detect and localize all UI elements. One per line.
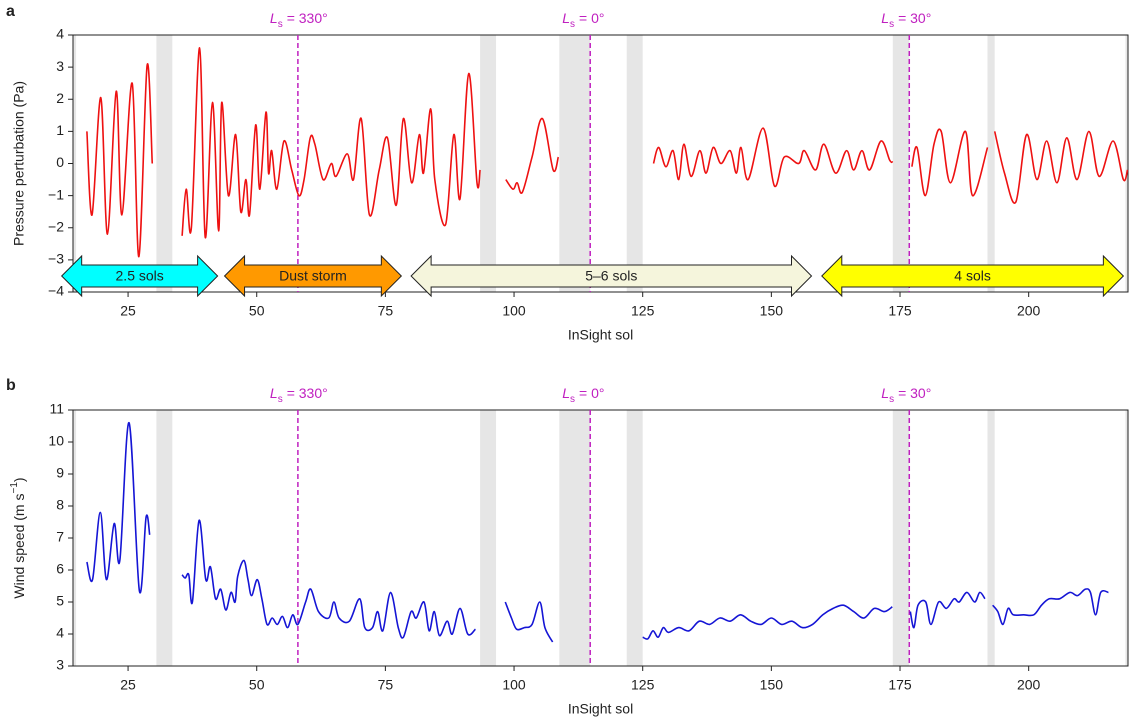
x-tick-label: 100 (502, 303, 526, 319)
x-tick-label: 75 (378, 677, 394, 693)
season-text: = 30° (898, 385, 931, 401)
season-subscript: s (278, 19, 283, 30)
period-arrow (821, 254, 1125, 298)
panel-label: b (6, 377, 16, 394)
x-tick-label: 125 (631, 303, 655, 319)
y-tick-label: 3 (56, 58, 64, 74)
x-tick-label: 125 (631, 677, 655, 693)
period-arrow (223, 254, 403, 298)
y-tick-label: 1 (56, 122, 64, 138)
data-gap (626, 35, 643, 292)
data-gap (73, 410, 77, 666)
y-axis-label: Pressure perturbation (Pa) (11, 81, 27, 246)
data-gap (480, 35, 497, 292)
period-label: 4 sols (954, 268, 991, 284)
y-tick-label: 8 (56, 497, 64, 513)
period-label: 2.5 sols (116, 268, 164, 284)
data-gap (626, 410, 643, 666)
season-label: Ls = 330° (270, 385, 328, 405)
season-text: = 30° (898, 10, 931, 26)
x-tick-label: 175 (888, 677, 912, 693)
y-tick-label: 6 (56, 561, 64, 577)
period-label: 5–6 sols (585, 268, 637, 284)
x-tick-label: 200 (1017, 303, 1041, 319)
data-gap (559, 35, 591, 292)
season-subscript: s (889, 19, 894, 30)
data-gap (480, 410, 497, 666)
period-arrow (60, 254, 219, 298)
x-tick-label: 25 (120, 303, 136, 319)
data-line (86, 421, 1109, 643)
season-symbol: L (270, 10, 278, 26)
y-axis-label-part: −1 (9, 482, 20, 494)
season-text: = 330° (287, 10, 328, 26)
x-tick-label: 175 (888, 303, 912, 319)
season-text: = 0° (579, 10, 604, 26)
x-axis-label: InSight sol (568, 701, 633, 717)
data-gap (73, 35, 77, 292)
y-tick-label: 0 (56, 154, 64, 170)
data-gap (987, 410, 995, 666)
y-tick-label: 7 (56, 529, 64, 545)
x-tick-label: 100 (502, 677, 526, 693)
data-gap (1125, 35, 1128, 292)
y-tick-label: 10 (48, 433, 64, 449)
season-symbol: L (881, 385, 889, 401)
data-gap (156, 410, 173, 666)
season-text: = 330° (287, 385, 328, 401)
x-axis-label: InSight sol (568, 327, 633, 343)
data-gap (987, 35, 995, 292)
data-gap (892, 410, 910, 666)
y-tick-label: −2 (48, 218, 64, 234)
x-tick-label: 50 (249, 303, 265, 319)
y-tick-label: 5 (56, 593, 64, 609)
y-tick-label: 2 (56, 90, 64, 106)
data-gap (1125, 410, 1128, 666)
season-text: = 0° (579, 385, 604, 401)
season-label: Ls = 30° (881, 10, 931, 30)
season-symbol: L (562, 10, 570, 26)
season-symbol: L (270, 385, 278, 401)
data-gap (559, 410, 591, 666)
season-subscript: s (889, 394, 894, 405)
y-axis-label: Wind speed (m s−1) (9, 477, 27, 598)
panel-label: a (6, 3, 15, 20)
y-tick-label: −4 (48, 283, 64, 299)
season-label: Ls = 30° (881, 385, 931, 405)
data-line (86, 47, 1129, 258)
y-axis-label-part: Wind speed (m s (11, 494, 27, 599)
x-tick-label: 200 (1017, 677, 1041, 693)
x-tick-label: 150 (760, 677, 784, 693)
period-arrow (410, 254, 813, 298)
data-gap (892, 35, 910, 292)
season-subscript: s (570, 19, 575, 30)
data-gap (156, 35, 173, 292)
y-tick-label: 9 (56, 465, 64, 481)
x-tick-label: 50 (249, 677, 265, 693)
y-tick-label: −3 (48, 251, 64, 267)
y-tick-label: −1 (48, 186, 64, 202)
season-label: Ls = 0° (562, 10, 604, 30)
season-label: Ls = 0° (562, 385, 604, 405)
y-axis-label-part: ) (11, 477, 27, 482)
season-subscript: s (570, 394, 575, 405)
x-tick-label: 25 (120, 677, 136, 693)
y-tick-label: 3 (56, 657, 64, 673)
season-symbol: L (562, 385, 570, 401)
x-tick-label: 150 (760, 303, 784, 319)
period-label: Dust storm (279, 268, 347, 284)
y-tick-label: 4 (56, 26, 64, 42)
season-label: Ls = 330° (270, 10, 328, 30)
plot-frame (72, 409, 1129, 667)
y-tick-label: 4 (56, 625, 64, 641)
season-symbol: L (881, 10, 889, 26)
y-tick-label: 11 (49, 401, 64, 417)
season-subscript: s (278, 394, 283, 405)
x-tick-label: 75 (378, 303, 394, 319)
